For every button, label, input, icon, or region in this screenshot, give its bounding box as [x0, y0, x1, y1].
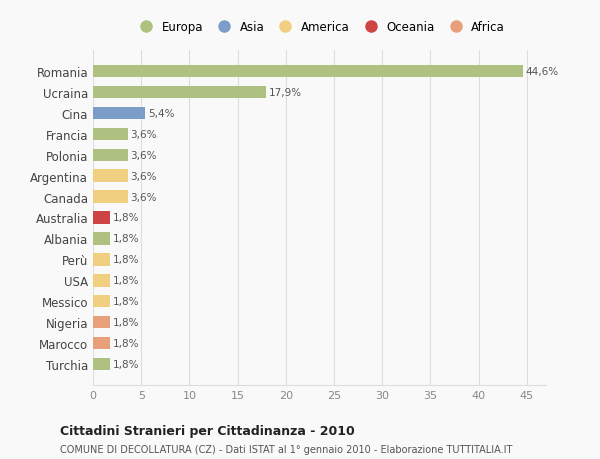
Text: 1,8%: 1,8% — [113, 297, 140, 307]
Bar — [93, 337, 110, 349]
Text: 1,8%: 1,8% — [113, 234, 140, 244]
Text: 3,6%: 3,6% — [131, 192, 157, 202]
Text: Cittadini Stranieri per Cittadinanza - 2010: Cittadini Stranieri per Cittadinanza - 2… — [60, 425, 355, 437]
Bar — [93, 274, 110, 287]
Text: 1,8%: 1,8% — [113, 213, 140, 223]
Text: 1,8%: 1,8% — [113, 338, 140, 348]
Text: 5,4%: 5,4% — [148, 109, 175, 119]
Bar — [93, 233, 110, 245]
Bar — [93, 316, 110, 329]
Bar — [93, 129, 128, 141]
Text: 1,8%: 1,8% — [113, 275, 140, 285]
Bar — [93, 295, 110, 308]
Bar — [93, 170, 128, 183]
Bar — [93, 212, 110, 224]
Bar — [93, 253, 110, 266]
Text: 17,9%: 17,9% — [268, 88, 302, 98]
Bar — [93, 66, 523, 78]
Text: 3,6%: 3,6% — [131, 151, 157, 161]
Bar — [93, 107, 145, 120]
Bar — [93, 87, 266, 99]
Text: 1,8%: 1,8% — [113, 255, 140, 265]
Bar — [93, 191, 128, 203]
Bar — [93, 149, 128, 162]
Legend: Europa, Asia, America, Oceania, Africa: Europa, Asia, America, Oceania, Africa — [130, 16, 509, 39]
Text: 3,6%: 3,6% — [131, 171, 157, 181]
Text: 1,8%: 1,8% — [113, 359, 140, 369]
Text: 44,6%: 44,6% — [526, 67, 559, 77]
Text: 1,8%: 1,8% — [113, 317, 140, 327]
Bar — [93, 358, 110, 370]
Text: COMUNE DI DECOLLATURA (CZ) - Dati ISTAT al 1° gennaio 2010 - Elaborazione TUTTIT: COMUNE DI DECOLLATURA (CZ) - Dati ISTAT … — [60, 444, 512, 454]
Text: 3,6%: 3,6% — [131, 129, 157, 140]
